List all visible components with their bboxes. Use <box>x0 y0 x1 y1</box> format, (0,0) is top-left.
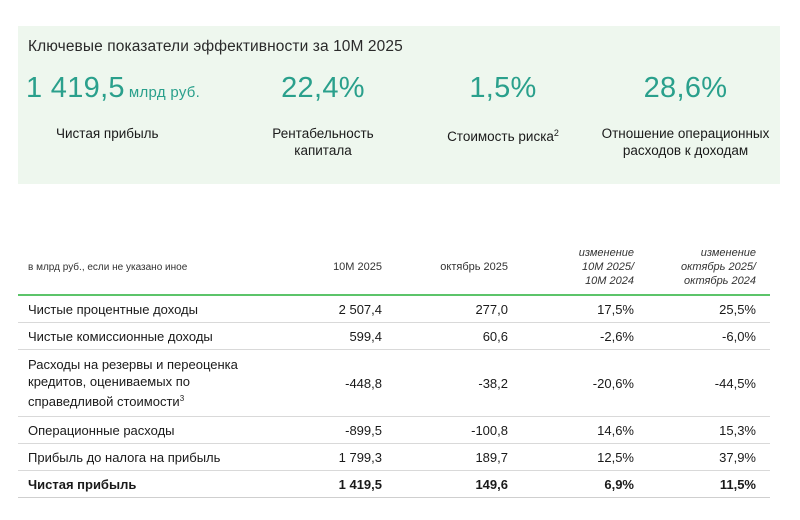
kpi-value: 1,5% <box>469 72 537 104</box>
cell-change-october: -44,5% <box>648 349 770 417</box>
table-header-row: в млрд руб., если не указано иное 10M 20… <box>18 240 770 296</box>
cell-october-2025: 277,0 <box>396 295 522 323</box>
cell-change-10m: 6,9% <box>522 470 648 498</box>
kpi-unit: млрд руб. <box>128 84 201 101</box>
header-units: в млрд руб., если не указано иное <box>18 240 270 296</box>
cell-change-october: 25,5% <box>648 295 770 323</box>
header-change-october: изменение октябрь 2025/ октябрь 2024 <box>648 240 770 296</box>
row-label: Чистые комиссионные доходы <box>18 322 270 350</box>
kpi-cost-of-risk: 1,5% Стоимость риска2 <box>428 72 578 145</box>
kpi-label: Чистая прибыль <box>56 126 159 141</box>
cell-october-2025: -100,8 <box>396 416 522 444</box>
table-row-total: Чистая прибыль 1 419,5 149,6 6,9% 11,5% <box>18 470 770 498</box>
header-october-2025: октябрь 2025 <box>396 240 522 296</box>
cell-10m-2025: -899,5 <box>270 416 396 444</box>
kpi-label: Отношение операционных расходов к дохода… <box>601 126 770 158</box>
cell-change-october: -6,0% <box>648 322 770 350</box>
footnote-marker: 2 <box>553 128 559 138</box>
cell-change-october: 11,5% <box>648 470 770 498</box>
cell-10m-2025: -448,8 <box>270 349 396 417</box>
table-row: Операционные расходы -899,5 -100,8 14,6%… <box>18 416 770 444</box>
cell-october-2025: -38,2 <box>396 349 522 417</box>
financial-table: в млрд руб., если не указано иное 10M 20… <box>18 240 770 498</box>
table-row: Расходы на резервы и переоценка кредитов… <box>18 349 770 417</box>
cell-10m-2025: 599,4 <box>270 322 396 350</box>
kpi-label: Рентабельность капитала <box>272 126 374 158</box>
row-label: Прибыль до налога на прибыль <box>18 443 270 471</box>
cell-change-10m: 12,5% <box>522 443 648 471</box>
row-label: Чистая прибыль <box>18 470 270 498</box>
cell-10m-2025: 2 507,4 <box>270 295 396 323</box>
kpi-value: 1 419,5 млрд руб. <box>26 72 201 104</box>
header-10m-2025: 10M 2025 <box>270 240 396 296</box>
cell-october-2025: 149,6 <box>396 470 522 498</box>
table-row: Чистые процентные доходы 2 507,4 277,0 1… <box>18 295 770 323</box>
kpi-value: 28,6% <box>643 72 728 104</box>
cell-change-10m: -2,6% <box>522 322 648 350</box>
kpi-cost-income-ratio: 28,6% Отношение операционных расходов к … <box>593 72 778 159</box>
kpi-net-profit: 1 419,5 млрд руб. Чистая прибыль <box>26 72 216 142</box>
row-label: Операционные расходы <box>18 416 270 444</box>
cell-10m-2025: 1 799,3 <box>270 443 396 471</box>
cell-change-10m: 14,6% <box>522 416 648 444</box>
cell-10m-2025: 1 419,5 <box>270 470 396 498</box>
cell-october-2025: 189,7 <box>396 443 522 471</box>
cell-change-october: 37,9% <box>648 443 770 471</box>
cell-change-10m: 17,5% <box>522 295 648 323</box>
kpi-value: 22,4% <box>281 72 365 104</box>
table-row: Чистые комиссионные доходы 599,4 60,6 -2… <box>18 322 770 350</box>
table-row: Прибыль до налога на прибыль 1 799,3 189… <box>18 443 770 471</box>
row-label: Чистые процентные доходы <box>18 295 270 323</box>
kpi-roe: 22,4% Рентабельность капитала <box>248 72 398 159</box>
kpi-panel: Ключевые показатели эффективности за 10M… <box>18 26 780 184</box>
kpi-panel-title: Ключевые показатели эффективности за 10M… <box>28 38 403 55</box>
header-change-10m: изменение 10M 2025/ 10M 2024 <box>522 240 648 296</box>
footnote-marker: 3 <box>179 394 185 403</box>
row-label: Расходы на резервы и переоценка кредитов… <box>18 349 270 417</box>
kpi-label: Стоимость риска2 <box>447 128 559 144</box>
cell-change-10m: -20,6% <box>522 349 648 417</box>
cell-october-2025: 60,6 <box>396 322 522 350</box>
cell-change-october: 15,3% <box>648 416 770 444</box>
